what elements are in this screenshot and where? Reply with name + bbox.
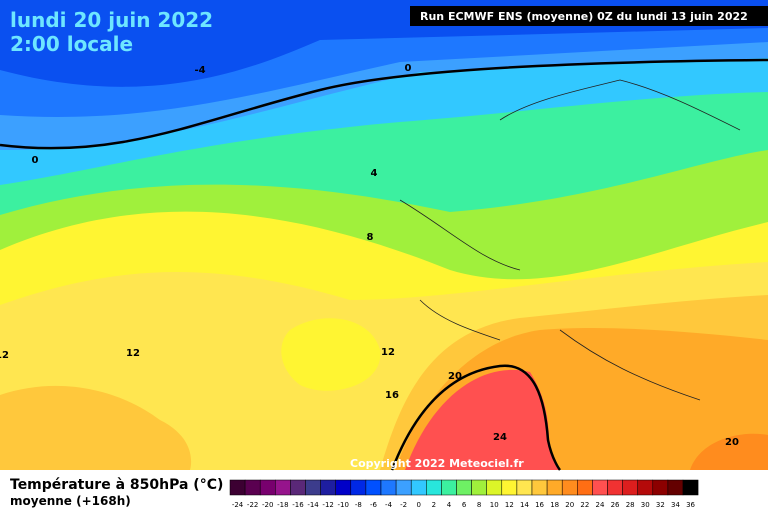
- colorbar-swatch: [607, 479, 623, 496]
- colorbar-label: -10: [338, 501, 349, 509]
- colorbar-label: -6: [370, 501, 378, 509]
- colorbar-swatch: [501, 479, 518, 496]
- isotherm-label: 12: [0, 350, 9, 361]
- colorbar-swatch: [577, 479, 593, 496]
- colorbar-swatch: [652, 479, 669, 496]
- isotherm-labels: -4 0 0 4 8 12 12 12 16 20 24 20: [0, 63, 739, 448]
- isotherm-label: 12: [381, 347, 395, 358]
- colorbar-swatch: [305, 479, 321, 496]
- colorbar: -24 -22 -20 -18 -16 -14 -12 -10 -8 -6 -4 -2 0 2 4 6 8 10 1…: [229, 479, 699, 509]
- forecast-date: lundi 20 juin 2022: [10, 8, 213, 32]
- isotherm-label: 24: [493, 432, 507, 443]
- colorbar-label: 10: [490, 501, 499, 509]
- colorbar-swatch: [516, 479, 533, 496]
- run-info: Run ECMWF ENS (moyenne) 0Z du lundi 13 j…: [420, 10, 748, 23]
- colorbar-swatch: [531, 479, 548, 496]
- colorbar-swatch: [622, 479, 638, 496]
- colorbar-label: -8: [355, 501, 362, 509]
- colorbar-label: 18: [550, 501, 559, 509]
- colorbar-swatch: [486, 479, 503, 496]
- colorbar-swatch: [244, 479, 261, 496]
- copyright: Copyright 2022 Meteociel.fr: [350, 457, 524, 470]
- colorbar-swatch: [410, 479, 427, 496]
- isotherm-label: -4: [194, 65, 205, 76]
- colorbar-swatch: [335, 479, 352, 496]
- colorbar-swatch: [275, 479, 291, 496]
- colorbar-swatch: [320, 479, 336, 496]
- colorbar-label: -14: [307, 501, 319, 509]
- colorbar-label: -24: [232, 501, 244, 509]
- isotherm-label: 4: [371, 168, 378, 179]
- colorbar-swatch: [290, 479, 306, 496]
- forecast-time: 2:00 locale: [10, 32, 133, 56]
- colorbar-label: 0: [417, 501, 421, 509]
- colorbar-label: 16: [535, 501, 544, 509]
- isotherm-label: 0: [405, 63, 412, 74]
- colorbar-label: 26: [611, 501, 620, 509]
- colorbar-label: 28: [626, 501, 635, 509]
- colorbar-swatch: [561, 479, 578, 496]
- colorbar-swatch: [456, 479, 472, 496]
- colorbar-label: 36: [686, 501, 695, 509]
- colorbar-label: 14: [520, 501, 529, 509]
- isotherm-label: 20: [448, 371, 462, 382]
- colorbar-swatch: [592, 479, 608, 496]
- colorbar-swatch: [426, 479, 442, 496]
- colorbar-label: -20: [262, 501, 273, 509]
- isotherm-label: 20: [725, 437, 739, 448]
- colorbar-swatch: [395, 479, 412, 496]
- colorbar-swatch: [637, 479, 654, 496]
- isotherm-label: 16: [385, 390, 399, 401]
- colorbar-label: 34: [671, 501, 680, 509]
- colorbar-label: -12: [322, 501, 333, 509]
- colorbar-label: 24: [595, 501, 604, 509]
- colorbar-swatch: [380, 479, 397, 496]
- colorbar-label: -18: [277, 501, 288, 509]
- run-banner: [410, 6, 768, 26]
- colorbar-label: 22: [580, 501, 589, 509]
- colorbar-swatch: [365, 479, 382, 496]
- colorbar-swatch: [259, 479, 276, 496]
- colorbar-label: -16: [292, 501, 304, 509]
- colorbar-swatch: [546, 479, 563, 496]
- colorbar-swatch: [229, 479, 246, 496]
- legend-title: Température à 850hPa (°C): [10, 477, 223, 493]
- isotherm-label: 8: [367, 232, 374, 243]
- temperature-field: [0, 0, 768, 471]
- colorbar-swatch: [667, 479, 684, 496]
- legend-subtitle: moyenne (+168h): [10, 494, 131, 508]
- colorbar-label: 32: [656, 501, 665, 509]
- colorbar-label: 12: [505, 501, 514, 509]
- colorbar-label: 6: [462, 501, 467, 509]
- colorbar-label: 30: [641, 501, 650, 509]
- colorbar-swatch: [441, 479, 457, 496]
- isotherm-label: 12: [126, 348, 140, 359]
- colorbar-label: 8: [477, 501, 481, 509]
- colorbar-swatch: [682, 479, 699, 496]
- colorbar-label: -2: [400, 501, 407, 509]
- isotherm-label: 0: [32, 155, 39, 166]
- colorbar-label: 20: [565, 501, 574, 509]
- colorbar-swatch: [350, 479, 367, 496]
- colorbar-swatch: [471, 479, 487, 496]
- colorbar-label: -4: [385, 501, 393, 509]
- colorbar-label: -22: [247, 501, 258, 509]
- colorbar-label: 4: [447, 501, 452, 509]
- colorbar-label: 2: [432, 501, 436, 509]
